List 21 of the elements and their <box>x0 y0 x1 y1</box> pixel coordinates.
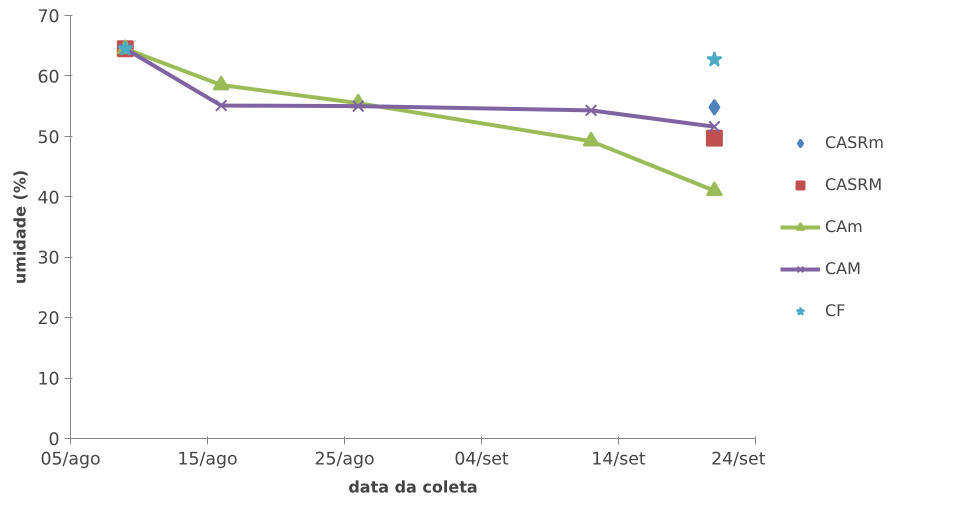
y-tick-label: 0 <box>48 430 60 450</box>
x-tick-label: 15/ago <box>177 450 238 470</box>
legend-label: CAm <box>825 217 863 236</box>
x-tick-label: 14/set <box>591 450 646 470</box>
y-tick-label: 30 <box>37 248 60 269</box>
x-tick-label: 04/set <box>454 450 509 470</box>
y-tick-label: 20 <box>37 309 60 330</box>
x-tick-label: 25/ago <box>314 450 375 470</box>
x-axis-title: data da coleta <box>348 478 478 496</box>
y-tick-label: 10 <box>37 370 60 390</box>
x-tick-label: 05/ago <box>40 450 101 470</box>
y-tick-label: 60 <box>37 67 60 88</box>
legend-label: CAM <box>825 259 861 278</box>
legend-label: CASRM <box>825 175 882 194</box>
y-tick-label: 70 <box>37 7 60 27</box>
y-axis-title: umidade (%) <box>10 170 30 284</box>
legend-label: CF <box>825 301 846 320</box>
legend-label: CASRm <box>825 133 884 152</box>
x-tick-label: 24/set <box>711 450 766 470</box>
y-tick-label: 40 <box>37 188 60 208</box>
y-tick-label: 50 <box>37 128 60 148</box>
